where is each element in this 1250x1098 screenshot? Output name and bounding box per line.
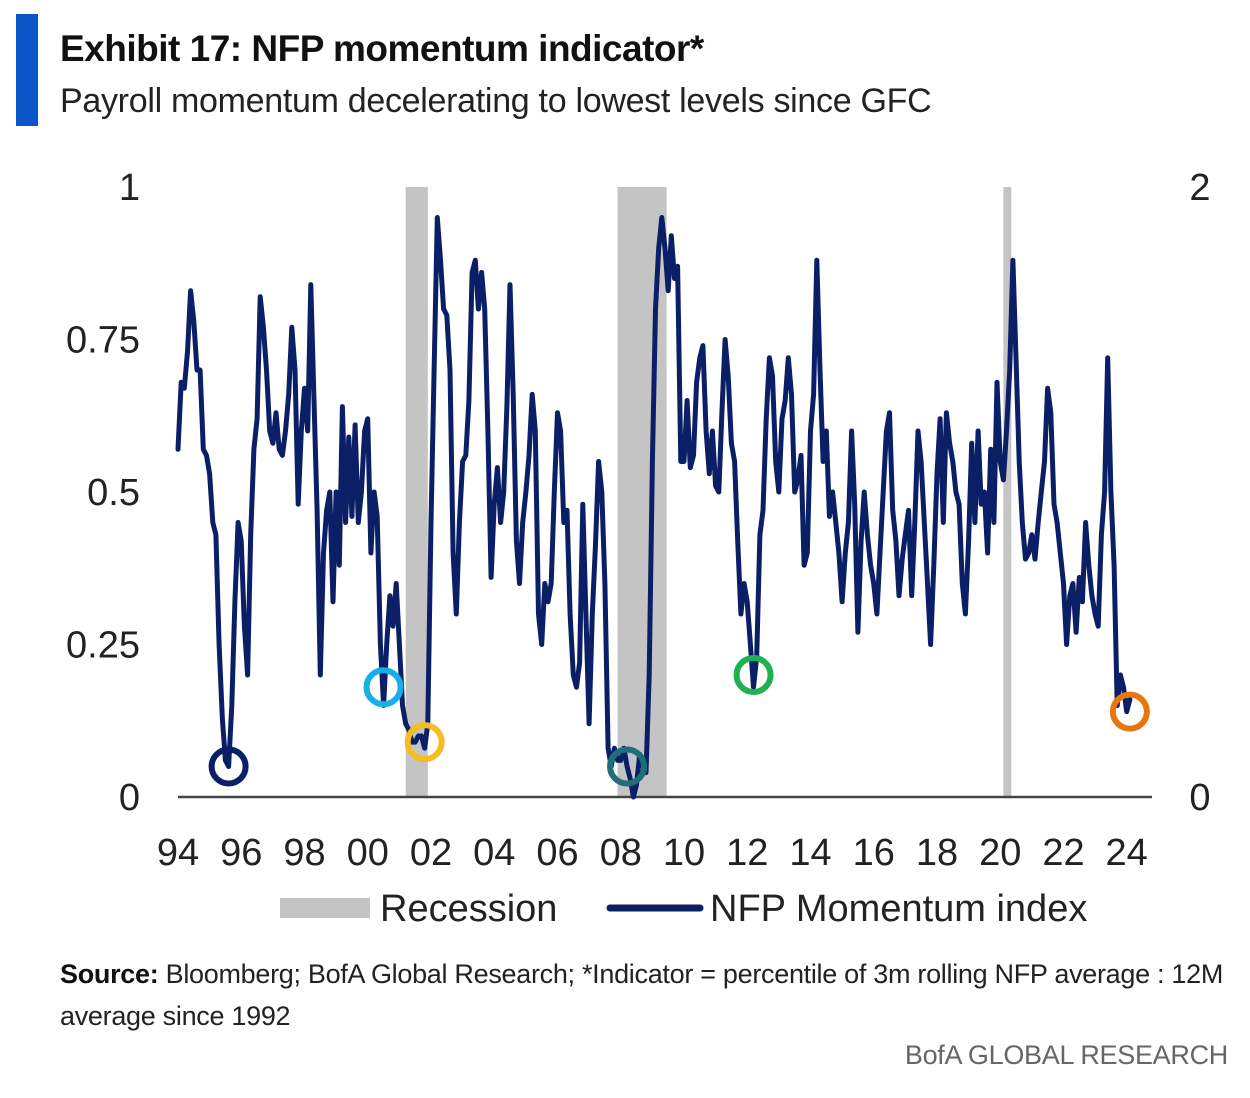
highlight-ring-5	[1109, 691, 1150, 732]
left-axis: 0 0.25 0.5 0.75 1	[66, 167, 140, 819]
x-tick-label: 10	[663, 832, 705, 874]
right-axis: 02	[1189, 167, 1210, 819]
x-tick-label: 04	[473, 832, 515, 874]
highlight-ring-1	[363, 667, 404, 708]
source-text: Bloomberg; BofA Global Research; *Indica…	[60, 959, 1224, 1031]
left-tick-label: 0.25	[66, 625, 140, 667]
x-tick-label: 08	[600, 832, 642, 874]
x-tick-label: 06	[536, 832, 578, 874]
x-axis: 94 96 98 00 02 04 06 08 10 12 14 16 18 20 22 24	[157, 832, 1148, 874]
highlight-ring-0	[208, 746, 249, 787]
highlight-markers	[208, 655, 1150, 787]
series-layer	[175, 215, 1133, 800]
recession-band-2	[1003, 187, 1012, 797]
x-tick-label: 22	[1042, 832, 1084, 874]
chart-subtitle: Payroll momentum decelerating to lowest …	[60, 82, 932, 120]
right-tick-label: 2	[1189, 167, 1210, 209]
source-note: Source: Bloomberg; BofA Global Research;…	[60, 953, 1230, 1037]
highlight-ring-3	[607, 746, 648, 787]
x-tick-label: 98	[283, 832, 325, 874]
left-tick-label: 1	[119, 167, 140, 209]
highlight-ring-2	[404, 722, 445, 763]
x-tick-label: 18	[916, 832, 958, 874]
legend-recession-swatch	[280, 898, 370, 918]
x-tick-label: 20	[979, 832, 1021, 874]
highlight-ring-4	[733, 655, 774, 695]
legend-recession-label: Recession	[380, 888, 557, 930]
x-tick-label: 14	[789, 832, 831, 874]
accent-bar	[16, 14, 38, 126]
legend-nfp-label: NFP Momentum index	[710, 888, 1087, 930]
x-tick-label: 24	[1106, 832, 1148, 874]
x-tick-label: 16	[853, 832, 895, 874]
recession-band-0	[405, 187, 428, 797]
source-label: Source:	[60, 959, 159, 989]
chart-title: Exhibit 17: NFP momentum indicator*	[60, 28, 704, 69]
legend: Recession NFP Momentum index	[280, 888, 1087, 930]
x-tick-label: 12	[726, 832, 768, 874]
x-tick-label: 94	[157, 832, 199, 874]
nfp-momentum-chart: 00.250.50.751 02 94 96 98 00 02 04 06 08 10 12 14 1…	[66, 167, 1211, 930]
nfp-momentum-line	[175, 215, 1133, 800]
x-tick-label: 00	[347, 832, 389, 874]
left-tick-label: 0.5	[87, 472, 140, 514]
left-tick-label: 0	[119, 777, 140, 819]
right-tick-label: 0	[1189, 777, 1210, 819]
x-tick-label: 96	[220, 832, 262, 874]
x-tick-label: 02	[410, 832, 452, 874]
brand-label: BofA GLOBAL RESEARCH	[904, 1040, 1228, 1070]
left-tick-label: 0.75	[66, 320, 140, 362]
